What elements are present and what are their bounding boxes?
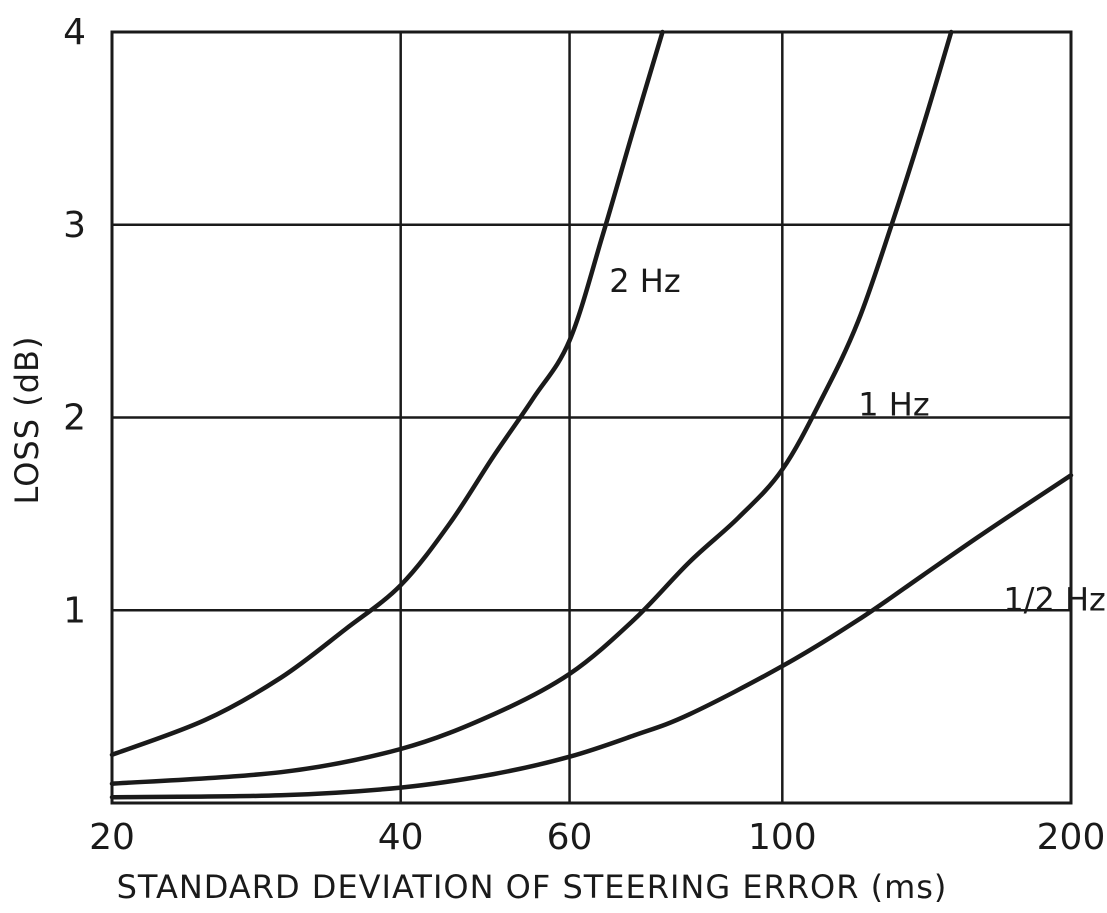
- series-label-1-2-hz: 1/2 Hz: [1003, 580, 1106, 618]
- y-tick-label-3: 3: [63, 205, 86, 246]
- series-line-1-2-hz: [109, 473, 1074, 800]
- x-tick-label-60: 60: [547, 817, 593, 858]
- series-line-2-hz: [109, 29, 665, 758]
- series-label-1-hz: 1 Hz: [858, 386, 929, 424]
- x-axis-title: STANDARD DEVIATION OF STEERING ERROR (ms…: [117, 868, 948, 906]
- x-tick-label-100: 100: [748, 817, 817, 858]
- y-tick-label-4: 4: [63, 12, 86, 53]
- x-tick-label-200: 200: [1037, 817, 1106, 858]
- series-labels: 2 Hz 1 Hz 1/2 Hz: [609, 262, 1106, 618]
- y-tick-label-2: 2: [63, 398, 86, 439]
- y-tick-label-1: 1: [63, 590, 86, 631]
- grid: [112, 32, 1071, 803]
- x-tick-label-40: 40: [378, 817, 424, 858]
- y-axis-title: LOSS (dB): [8, 336, 46, 505]
- series-curves: [109, 29, 1074, 800]
- x-tick-label-20: 20: [89, 817, 135, 858]
- tick-labels: 20 40 60 100 200 1 2 3 4: [63, 12, 1105, 858]
- series-label-2-hz: 2 Hz: [609, 262, 680, 300]
- series-line-1-hz: [109, 29, 954, 786]
- plot-frame: [110, 30, 1073, 805]
